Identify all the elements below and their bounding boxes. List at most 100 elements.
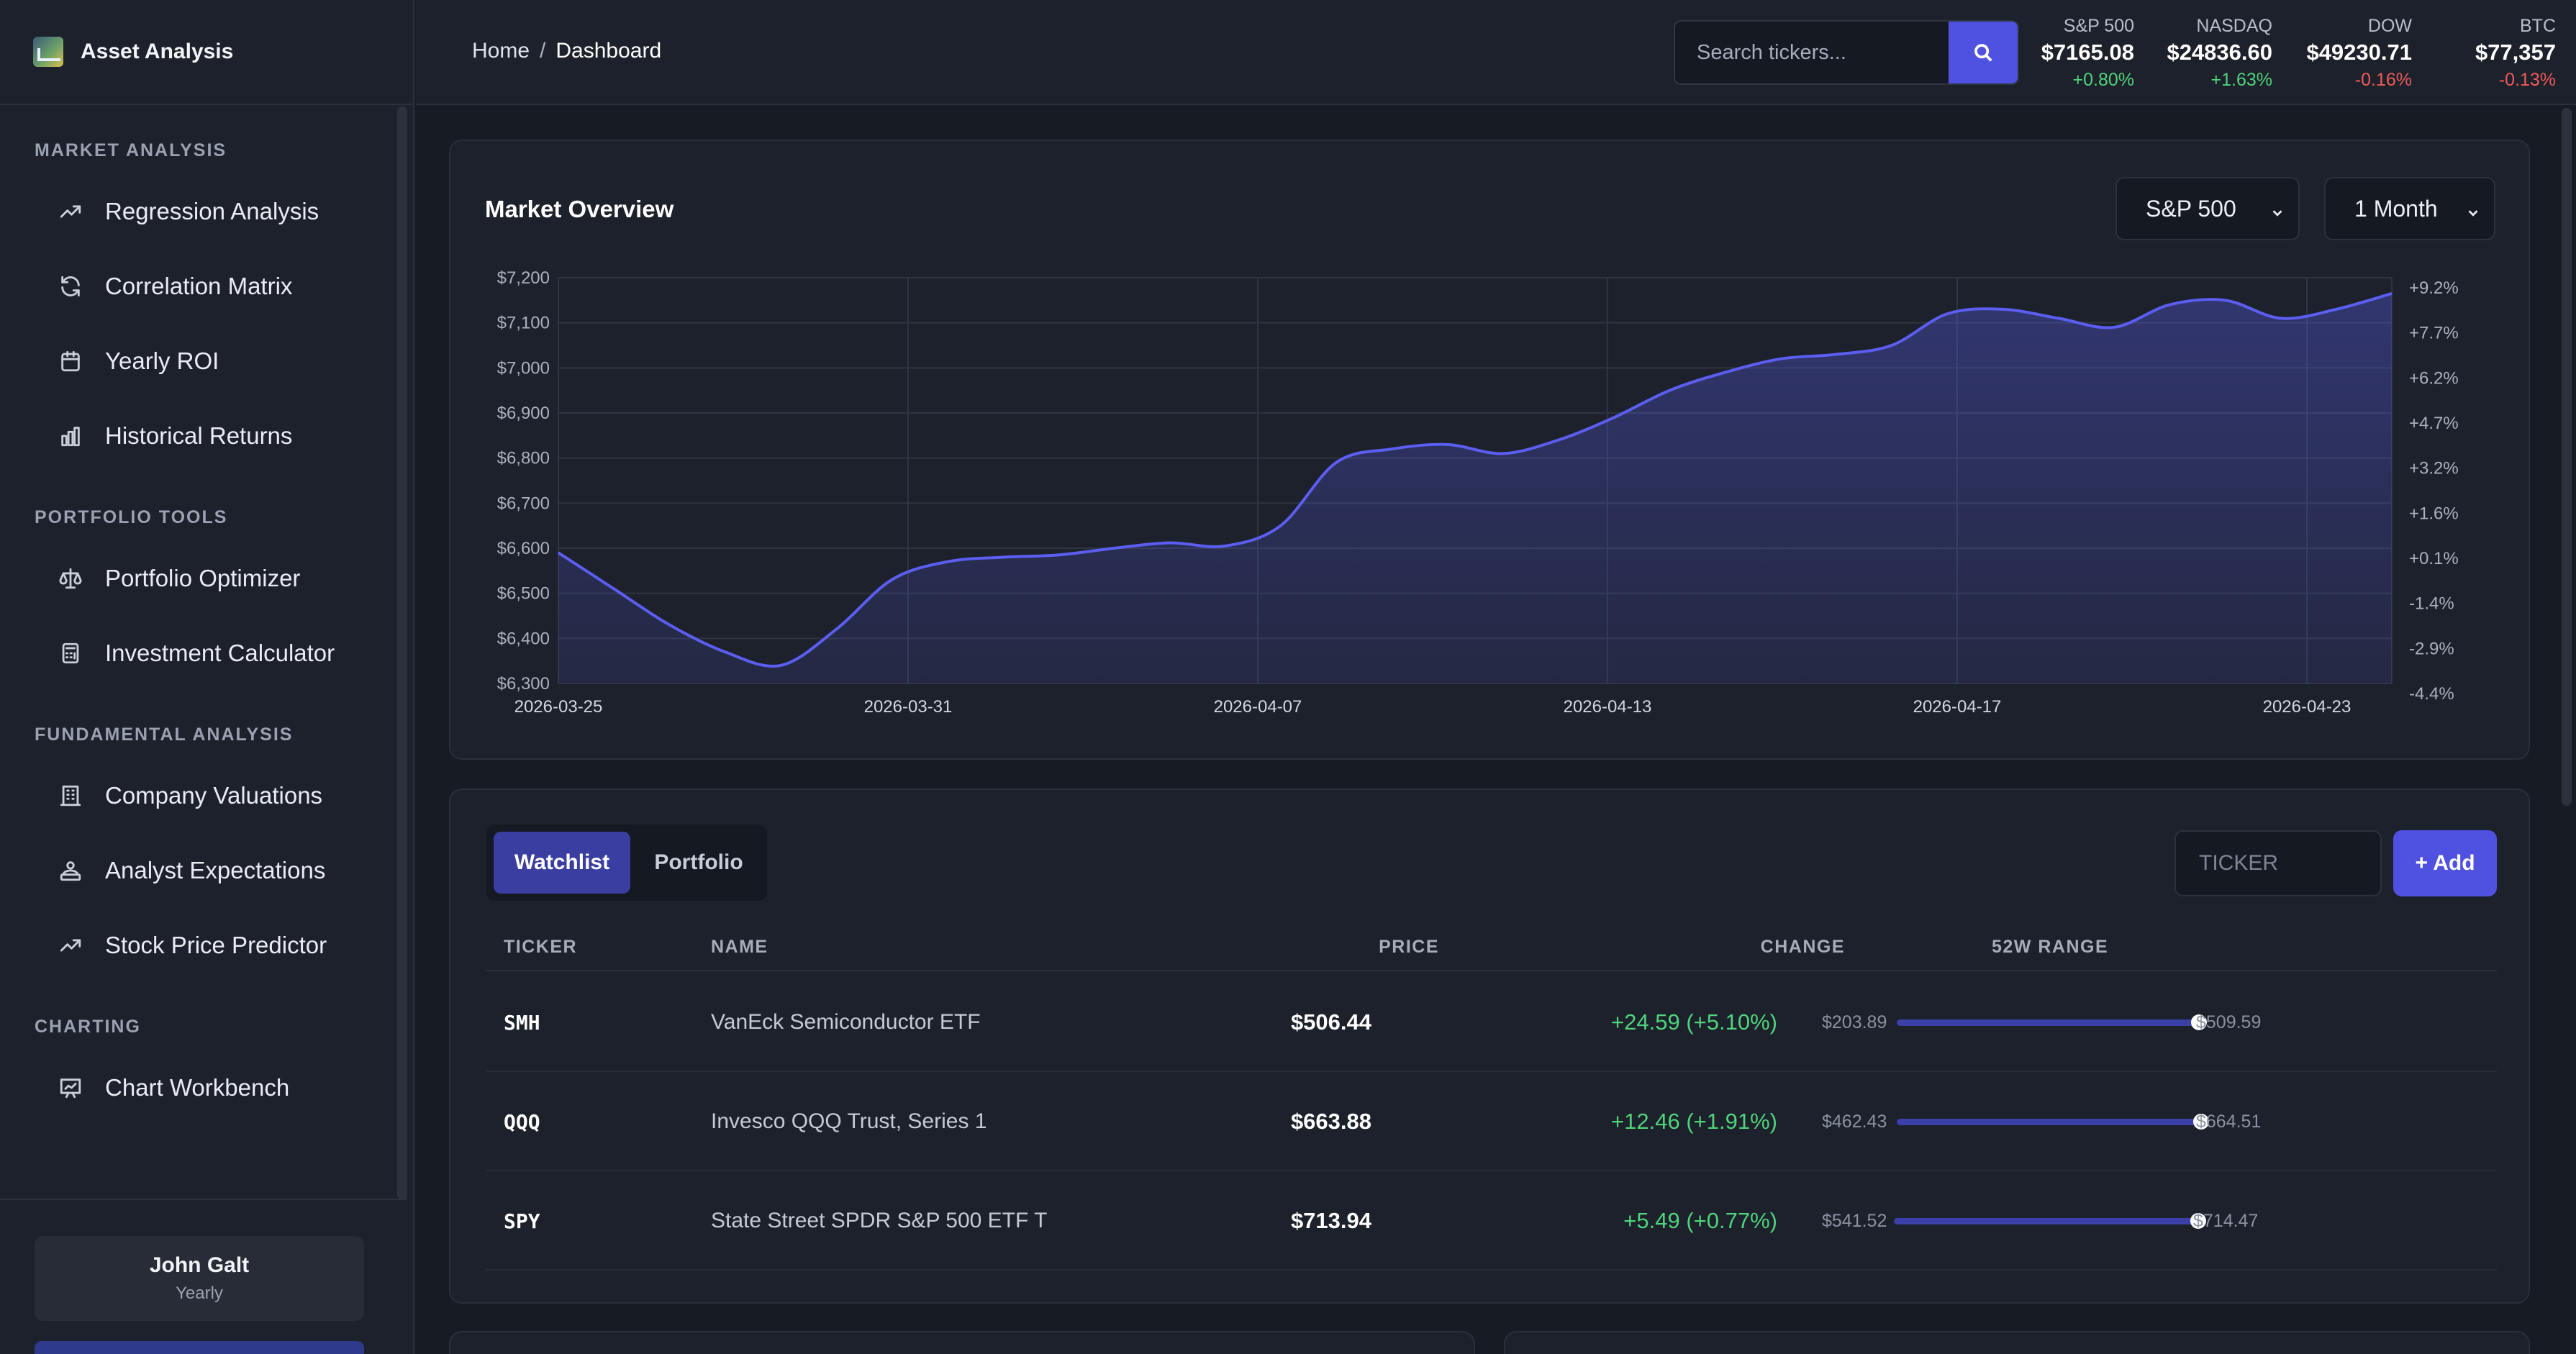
search-input[interactable] <box>1675 22 1953 83</box>
column-header-52w-range: 52W RANGE <box>1992 937 2109 957</box>
sidebar-item-investment-calculator[interactable]: Investment Calculator <box>35 616 380 691</box>
y2-tick-label: -2.9% <box>2409 639 2454 658</box>
data-point <box>1114 548 1115 549</box>
y2-tick-label: -4.4% <box>2409 684 2454 704</box>
chevron-down-icon <box>2269 200 2285 217</box>
user-plan: Yearly <box>176 1283 223 1303</box>
data-point <box>2169 304 2170 305</box>
add-ticker-button[interactable]: + Add <box>2393 830 2497 896</box>
data-point <box>1502 453 1503 454</box>
sidebar-item-stock-price-predictor[interactable]: Stock Price Predictor <box>35 908 380 983</box>
row-price: $663.88 <box>1290 1109 1371 1134</box>
sidebar-item-chart-workbench[interactable]: Chart Workbench <box>35 1050 380 1125</box>
sidebar-item-label: Yearly ROI <box>105 347 219 374</box>
app-title: Asset Analysis <box>81 40 234 63</box>
column-header-ticker: TICKER <box>504 937 578 957</box>
row-ticker: SPY <box>504 1209 540 1233</box>
ticker-name: S&P 500 <box>2063 16 2134 36</box>
nav-section-heading: PORTFOLIO TOOLS <box>35 507 228 527</box>
range-marker <box>2190 1014 2207 1030</box>
row-52w-low: $203.89 <box>1822 1012 1887 1032</box>
account-button[interactable] <box>35 1341 364 1354</box>
breadcrumb-home[interactable]: Home <box>472 39 530 63</box>
sidebar-item-analyst-expectations[interactable]: Analyst Expectations <box>35 833 380 908</box>
market-overview-title: Market Overview <box>485 196 674 222</box>
search-button[interactable] <box>1949 22 2018 83</box>
market-overview-card: $7,200 $7,100 $7,000 $6,900 $6,800 $6,700 $6,6… <box>449 140 2530 760</box>
row-price: $713.94 <box>1290 1208 1371 1233</box>
tab-portfolio[interactable]: Portfolio <box>654 850 743 874</box>
range-bar <box>1897 1119 2202 1125</box>
user-name: John Galt <box>149 1253 250 1277</box>
sidebar-scrollbar[interactable] <box>397 106 407 1200</box>
index-select[interactable]: S&P 500 <box>2115 177 2300 240</box>
sidebar-item-label: Regression Analysis <box>105 198 319 224</box>
index-select-value: S&P 500 <box>2146 195 2236 222</box>
breadcrumb-separator: / <box>540 39 546 63</box>
table-row[interactable]: SPY State Street SPDR S&P 500 ETF T $713.9… <box>486 1171 2497 1271</box>
ticker-name: DOW <box>2367 16 2412 36</box>
ticker-name: NASDAQ <box>2196 16 2272 36</box>
presentation-chart-icon <box>58 1075 83 1101</box>
y-tick-label: $6,500 <box>497 584 550 604</box>
row-52w-low: $462.43 <box>1822 1111 1887 1132</box>
ticker-value: $77,357 <box>2475 40 2556 65</box>
user-card[interactable]: John Galt Yearly <box>35 1236 364 1321</box>
row-name: VanEck Semiconductor ETF <box>711 1010 981 1034</box>
sidebar: Asset Analysis MARKET ANALYSIS Regression… <box>0 0 414 1354</box>
sidebar-item-regression-analysis[interactable]: Regression Analysis <box>35 174 380 249</box>
y-tick-label: $6,700 <box>497 494 550 513</box>
y-tick-label: $6,600 <box>497 539 550 558</box>
x-tick-label: 2026-04-23 <box>2263 697 2351 717</box>
breadcrumb: Home / Dashboard <box>472 39 661 63</box>
range-marker <box>2190 1213 2206 1229</box>
ticker-value: $49230.71 <box>2306 40 2412 65</box>
range-marker <box>2192 1114 2209 1130</box>
y-tick-label: $6,400 <box>497 629 550 648</box>
bar-chart-icon <box>58 423 83 449</box>
data-point <box>1280 525 1281 526</box>
data-point <box>2280 318 2281 319</box>
brand[interactable]: Asset Analysis <box>0 0 413 105</box>
ticker-btc[interactable]: BTC $77,357 -0.13% <box>2423 16 2556 91</box>
nav-section: PORTFOLIO TOOLS Portfolio Optimizer Invest… <box>0 506 413 691</box>
period-select-value: 1 Month <box>2354 195 2438 222</box>
breadcrumb-current: Dashboard <box>555 39 662 63</box>
sidebar-item-correlation-matrix[interactable]: Correlation Matrix <box>35 249 380 324</box>
main-scrollbar[interactable] <box>2562 108 2572 806</box>
ticker-dow[interactable]: DOW $49230.71 -0.16% <box>2280 16 2412 91</box>
y2-tick-label: +6.2% <box>2409 368 2459 388</box>
tab-watchlist[interactable]: Watchlist <box>494 832 630 894</box>
y2-tick-label: +1.6% <box>2409 504 2459 523</box>
table-row[interactable]: SMH VanEck Semiconductor ETF $506.44 +24.59… <box>486 973 2497 1072</box>
sidebar-item-company-valuations[interactable]: Company Valuations <box>35 758 380 833</box>
sidebar-item-label: Analyst Expectations <box>105 857 326 883</box>
ticker-input[interactable] <box>2174 830 2382 896</box>
column-header-price: PRICE <box>1379 937 1439 957</box>
user-area: John Galt Yearly <box>0 1199 407 1354</box>
y2-tick-label: +3.2% <box>2409 459 2459 478</box>
y-tick-label: $7,000 <box>497 358 550 378</box>
ticker-sp500[interactable]: S&P 500 $7165.08 +0.80% <box>2005 16 2134 91</box>
data-point <box>1614 417 1615 418</box>
y-tick-label: $6,800 <box>497 449 550 468</box>
table-row[interactable]: QQQ Invesco QQQ Trust, Series 1 $663.88 +12… <box>486 1072 2497 1171</box>
sidebar-item-portfolio-optimizer[interactable]: Portfolio Optimizer <box>35 541 380 616</box>
ticker-value: $7165.08 <box>2041 40 2134 65</box>
row-52w-low: $541.52 <box>1822 1210 1887 1231</box>
row-change: +5.49 (+0.77%) <box>1623 1208 1777 1233</box>
bottom-right-card <box>1504 1331 2530 1354</box>
row-change: +24.59 (+5.10%) <box>1611 1009 1777 1035</box>
y2-tick-label: +4.7% <box>2409 414 2459 433</box>
ticker-change: -0.13% <box>2498 70 2556 90</box>
row-price: $506.44 <box>1290 1009 1371 1035</box>
data-point <box>2225 300 2226 301</box>
ticker-nasdaq[interactable]: NASDAQ $24836.60 +1.63% <box>2136 16 2272 91</box>
sidebar-item-yearly-roi[interactable]: Yearly ROI <box>35 324 380 399</box>
period-select[interactable]: 1 Month <box>2324 177 2495 240</box>
sidebar-item-label: Historical Returns <box>105 422 293 449</box>
x-tick-label: 2026-04-07 <box>1214 697 1302 717</box>
market-overview-chart: $7,200 $7,100 $7,000 $6,900 $6,800 $6,700 $6,6… <box>497 268 2459 717</box>
y2-tick-label: +0.1% <box>2409 549 2459 568</box>
sidebar-item-historical-returns[interactable]: Historical Returns <box>35 399 380 473</box>
